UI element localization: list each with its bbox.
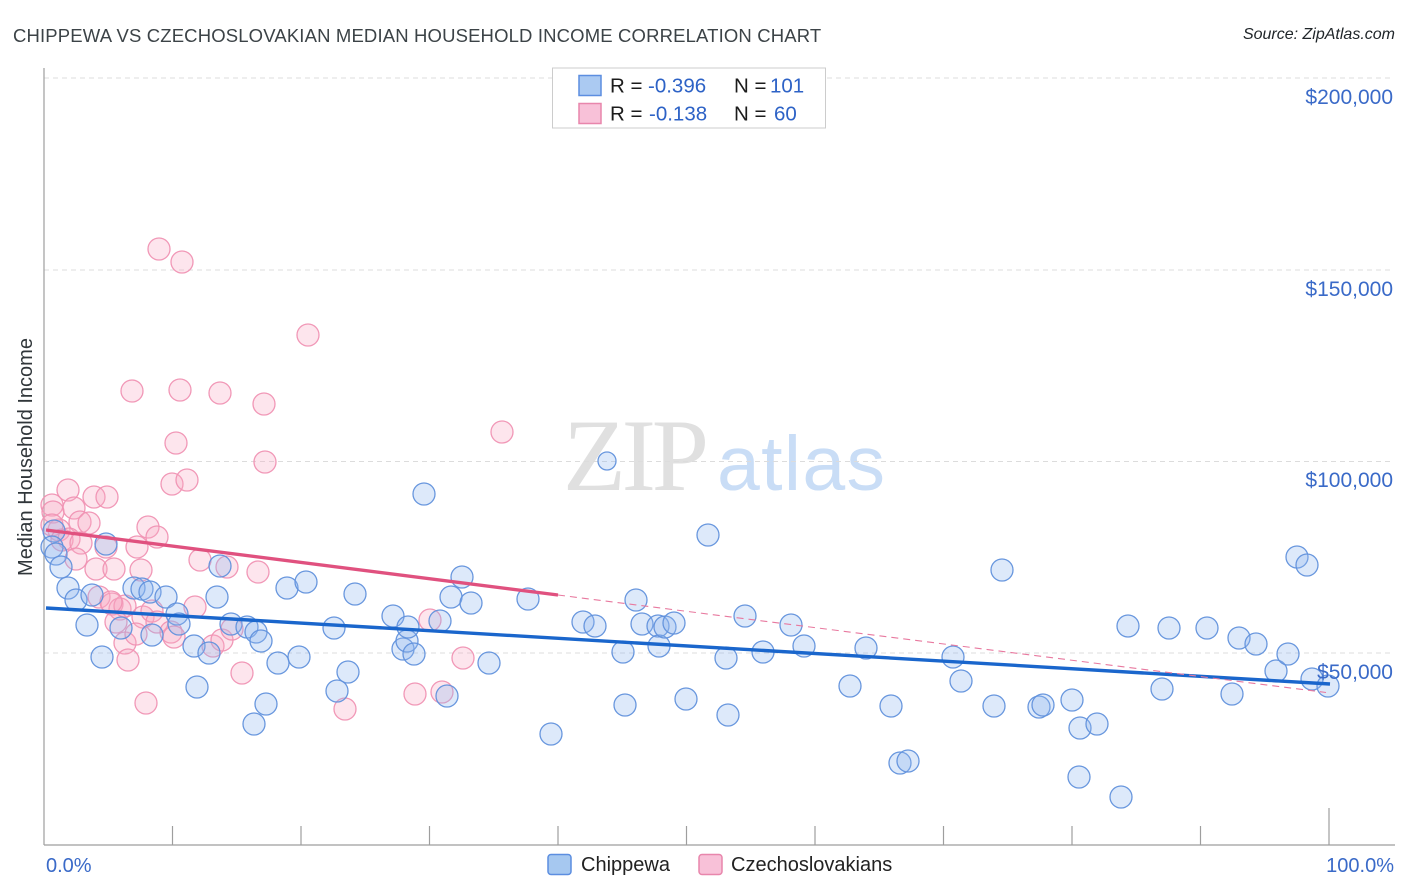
- svg-text:Czechoslovakians: Czechoslovakians: [731, 854, 892, 876]
- svg-text:Median Household Income: Median Household Income: [15, 338, 37, 576]
- svg-text:$100,000: $100,000: [1305, 469, 1393, 492]
- svg-text:Chippewa: Chippewa: [581, 854, 671, 876]
- svg-text:$200,000: $200,000: [1305, 86, 1393, 109]
- svg-text:$50,000: $50,000: [1317, 661, 1393, 684]
- svg-text:100.0%: 100.0%: [1326, 855, 1394, 877]
- svg-text:$150,000: $150,000: [1305, 278, 1393, 301]
- svg-text:Source: ZipAtlas.com: Source: ZipAtlas.com: [1243, 26, 1395, 43]
- svg-text:0.0%: 0.0%: [46, 855, 92, 877]
- svg-text:CHIPPEWA VS CZECHOSLOVAKIAN ME: CHIPPEWA VS CZECHOSLOVAKIAN MEDIAN HOUSE…: [13, 25, 821, 46]
- svg-text:atlas: atlas: [717, 421, 885, 507]
- svg-text:ZIP: ZIP: [563, 399, 709, 513]
